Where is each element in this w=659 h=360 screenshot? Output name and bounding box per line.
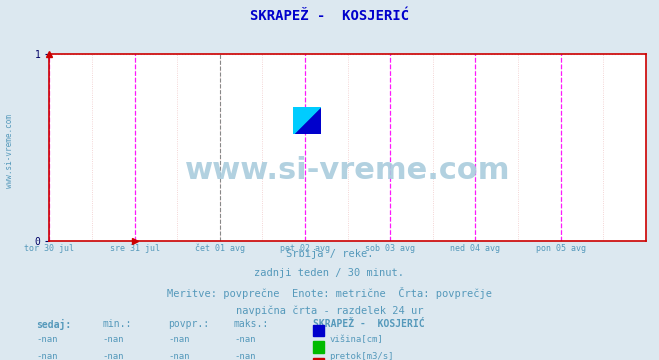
Text: -nan: -nan bbox=[102, 335, 124, 344]
Text: www.si-vreme.com: www.si-vreme.com bbox=[185, 156, 510, 185]
Polygon shape bbox=[293, 107, 321, 134]
Text: Srbija / reke.: Srbija / reke. bbox=[286, 249, 373, 259]
Text: SKRAPEŽ -  KOSJERIĆ: SKRAPEŽ - KOSJERIĆ bbox=[250, 9, 409, 23]
Text: -nan: -nan bbox=[168, 352, 190, 360]
Text: -nan: -nan bbox=[234, 335, 256, 344]
Text: www.si-vreme.com: www.si-vreme.com bbox=[5, 114, 14, 188]
Polygon shape bbox=[293, 107, 321, 134]
Text: maks.:: maks.: bbox=[234, 319, 269, 329]
Text: min.:: min.: bbox=[102, 319, 132, 329]
Polygon shape bbox=[293, 107, 321, 134]
Text: zadnji teden / 30 minut.: zadnji teden / 30 minut. bbox=[254, 268, 405, 278]
Text: Meritve: povprečne  Enote: metrične  Črta: povprečje: Meritve: povprečne Enote: metrične Črta:… bbox=[167, 287, 492, 298]
Text: -nan: -nan bbox=[168, 335, 190, 344]
Text: -nan: -nan bbox=[36, 352, 58, 360]
Text: -nan: -nan bbox=[102, 352, 124, 360]
Text: pretok[m3/s]: pretok[m3/s] bbox=[330, 352, 394, 360]
Text: povpr.:: povpr.: bbox=[168, 319, 209, 329]
Text: višina[cm]: višina[cm] bbox=[330, 335, 384, 344]
Text: navpična črta - razdelek 24 ur: navpična črta - razdelek 24 ur bbox=[236, 305, 423, 316]
Polygon shape bbox=[293, 107, 306, 134]
Text: sedaj:: sedaj: bbox=[36, 319, 71, 330]
Text: SKRAPEŽ -  KOSJERIĆ: SKRAPEŽ - KOSJERIĆ bbox=[313, 319, 424, 329]
Text: -nan: -nan bbox=[36, 335, 58, 344]
Text: -nan: -nan bbox=[234, 352, 256, 360]
